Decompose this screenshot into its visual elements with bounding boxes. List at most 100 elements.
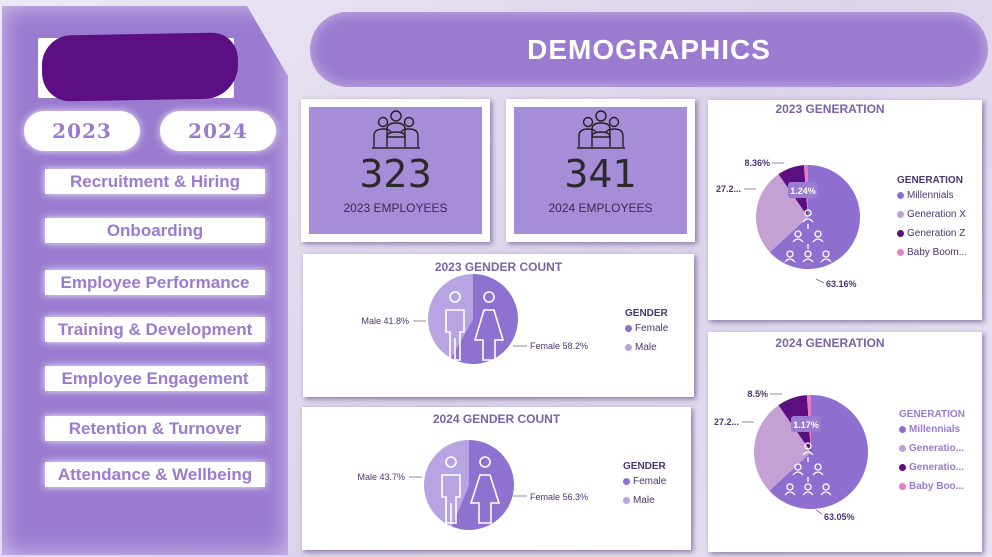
legend-label: Millennials xyxy=(909,424,961,435)
generation-2024-chart: 1.17% 8.5% 27.2... 63.05% xyxy=(714,389,868,522)
pie-slice-millennials[interactable] xyxy=(769,165,860,269)
legend-item-generation-x[interactable]: Generatio... xyxy=(899,439,965,458)
kpi-card-2024: 341 2024 EMPLOYEES xyxy=(506,99,695,242)
pie-slice-generation-x[interactable] xyxy=(756,174,808,253)
legend-title: GENERATION xyxy=(899,409,965,420)
pie-slice-female[interactable] xyxy=(451,440,514,530)
gender-2024-pie xyxy=(424,440,514,530)
legend-dot xyxy=(623,497,630,504)
gender-2024-male-label: Male 43.7% xyxy=(357,472,405,482)
pie-slice-generation-x[interactable] xyxy=(754,405,811,491)
legend-dot xyxy=(897,211,904,218)
generation-2023-genx-label: 27.2... xyxy=(716,184,741,194)
legend-item-male[interactable]: Male xyxy=(623,491,666,510)
legend-label: Baby Boo... xyxy=(909,481,965,492)
legend-title: GENDER xyxy=(625,308,668,319)
legend-item-generation-x[interactable]: Generation X xyxy=(897,205,967,224)
pie-slice-millennials[interactable] xyxy=(769,395,868,509)
nav-employee-performance[interactable]: Employee Performance xyxy=(45,270,265,295)
gender-2023-legend: GENDER Female Male xyxy=(625,308,668,357)
generation-2024-title: 2024 GENERATION xyxy=(775,336,885,350)
generation-2024-pie xyxy=(754,395,868,509)
legend-label: Baby Boom... xyxy=(907,247,968,258)
legend-title: GENDER xyxy=(623,461,666,472)
hierarchy-people-icon xyxy=(784,442,832,496)
gender-2023-card: 2023 GENDER COUNT Male 41.8% Female 58.2… xyxy=(303,254,694,397)
generation-2023-genz-label: 8.36% xyxy=(744,158,770,168)
legend-item-baby-boomers[interactable]: Baby Boom... xyxy=(897,243,967,262)
generation-2024-legend: GENERATION Millennials Generatio... Gene… xyxy=(899,409,965,496)
generation-2023-chart: 1.24% 8.36% 27.2... 63.16% xyxy=(716,158,860,289)
year-2023-button[interactable]: 2023 xyxy=(24,111,140,151)
generation-2023-pie xyxy=(756,165,860,269)
legend-label: Generation Z xyxy=(907,228,966,239)
legend-dot xyxy=(625,344,632,351)
gender-2023-female-label: Female 58.2% xyxy=(530,341,588,351)
legend-dot xyxy=(899,426,906,433)
legend-dot xyxy=(897,230,904,237)
generation-2024-millennials-label: 63.05% xyxy=(824,512,855,522)
kpi-2023-label: 2023 EMPLOYEES xyxy=(343,201,448,215)
legend-dot xyxy=(897,249,904,256)
legend-label: Generation X xyxy=(907,209,966,220)
legend-label: Generatio... xyxy=(909,443,965,454)
generation-2023-millennials-label: 63.16% xyxy=(826,279,857,289)
gender-2024-female-label: Female 56.3% xyxy=(530,492,588,502)
legend-dot xyxy=(897,192,904,199)
generation-2024-card: 2024 GENERATION 1.17% 8.5% 27.2... 63.05… xyxy=(708,332,982,552)
legend-dot xyxy=(899,464,906,471)
legend-item-female[interactable]: Female xyxy=(625,319,668,338)
gender-2024-legend: GENDER Female Male xyxy=(623,461,666,510)
kpi-2024-label: 2024 EMPLOYEES xyxy=(548,201,653,215)
generation-2023-boomers-label: 1.24% xyxy=(790,186,816,196)
gender-pictogram xyxy=(441,456,501,524)
nav-retention-turnover[interactable]: Retention & Turnover xyxy=(45,416,265,441)
gender-2024-card: 2024 GENDER COUNT Male 43.7% Female 56.3… xyxy=(302,407,691,550)
year-2024-button[interactable]: 2024 xyxy=(160,111,276,151)
generation-2023-card: 2023 GENERATION 1.24% 8.36% 27.2... 63.1… xyxy=(708,100,982,320)
legend-item-millennials[interactable]: Millennials xyxy=(899,420,965,439)
legend-item-baby-boomers[interactable]: Baby Boo... xyxy=(899,477,965,496)
boomers-label-box xyxy=(788,182,818,198)
legend-dot xyxy=(899,483,906,490)
legend-label: Female xyxy=(633,476,667,487)
generation-2023-legend: GENERATION Millennials Generation X Gene… xyxy=(897,175,967,262)
legend-item-generation-z[interactable]: Generation Z xyxy=(897,224,967,243)
nav-employee-engagement[interactable]: Employee Engagement xyxy=(45,366,265,391)
gender-2023-pie xyxy=(428,274,518,364)
employees-group-icon xyxy=(576,110,625,149)
kpi-2023-value: 323 xyxy=(359,152,432,196)
legend-label: Millennials xyxy=(907,190,954,201)
gender-2023-title: 2023 GENDER COUNT xyxy=(434,260,563,274)
nav-training-development[interactable]: Training & Development xyxy=(45,317,265,342)
legend-label: Male xyxy=(633,495,655,506)
pie-slice-female[interactable] xyxy=(450,274,518,364)
generation-2024-boomers-label: 1.17% xyxy=(793,420,819,430)
legend-item-generation-z[interactable]: Generatio... xyxy=(899,458,965,477)
nav-recruitment-hiring[interactable]: Recruitment & Hiring xyxy=(45,169,265,194)
legend-title: GENERATION xyxy=(897,175,963,186)
legend-label: Female xyxy=(635,323,669,334)
redacted-logo xyxy=(38,38,234,98)
legend-dot xyxy=(623,478,630,485)
legend-item-female[interactable]: Female xyxy=(623,472,666,491)
legend-dot xyxy=(625,325,632,332)
kpi-card-2023: 323 2023 EMPLOYEES xyxy=(301,99,490,242)
kpi-2024-value: 341 xyxy=(564,152,637,196)
nav-onboarding[interactable]: Onboarding xyxy=(45,218,265,243)
pie-slice-male[interactable] xyxy=(428,274,473,359)
employees-group-icon xyxy=(371,110,420,149)
pie-slice-male[interactable] xyxy=(424,440,469,527)
gender-2024-title: 2024 GENDER COUNT xyxy=(432,412,561,426)
page-title: DEMOGRAPHICS xyxy=(310,12,988,87)
legend-label: Male xyxy=(635,342,657,353)
hierarchy-people-icon xyxy=(784,209,832,263)
nav-attendance-wellbeing[interactable]: Attendance & Wellbeing xyxy=(45,462,265,487)
gender-pictogram xyxy=(445,291,505,361)
legend-item-millennials[interactable]: Millennials xyxy=(897,186,967,205)
legend-dot xyxy=(899,445,906,452)
gender-2023-male-label: Male 41.8% xyxy=(361,316,409,326)
legend-label: Generatio... xyxy=(909,462,965,473)
legend-item-male[interactable]: Male xyxy=(625,338,668,357)
boomers-label-box xyxy=(791,416,821,432)
